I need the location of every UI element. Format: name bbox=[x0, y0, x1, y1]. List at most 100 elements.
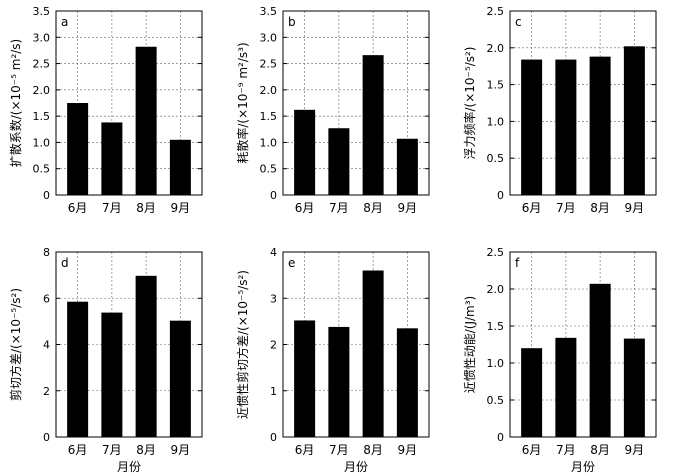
y-tick-label: 3.5 bbox=[260, 5, 278, 18]
bar bbox=[67, 103, 89, 195]
y-tick-label: 3.0 bbox=[33, 31, 51, 44]
panel-label: c bbox=[515, 15, 522, 29]
plot-frame bbox=[282, 10, 430, 196]
y-axis-label: 剪切方差/(×10⁻⁵/s²) bbox=[8, 288, 23, 401]
x-tick-label: 6月 bbox=[68, 201, 88, 215]
y-tick-label: 0.5 bbox=[33, 163, 51, 176]
y-tick-label: 0 bbox=[43, 189, 50, 202]
panel-label: f bbox=[515, 256, 520, 270]
y-tick-label: 2.0 bbox=[487, 42, 505, 55]
x-tick-label: 8月 bbox=[136, 443, 156, 457]
x-tick-label: 6月 bbox=[522, 201, 542, 215]
x-tick-label: 6月 bbox=[295, 443, 315, 457]
bar bbox=[555, 337, 577, 437]
chart-panel-d: 0 2 4 6 8 6月 7月 8月 9月 d 月份 剪切方差/(×10⁻⁵/s²) bbox=[8, 246, 203, 474]
y-tick-label: 1.5 bbox=[487, 320, 505, 333]
x-tick-label: 7月 bbox=[102, 201, 122, 215]
panel-label: b bbox=[288, 15, 296, 29]
y-tick-label: 1.0 bbox=[487, 115, 505, 128]
x-tick-label: 6月 bbox=[68, 443, 88, 457]
panel-label: e bbox=[288, 256, 295, 270]
x-tick-label: 6月 bbox=[522, 443, 542, 457]
bar bbox=[294, 320, 316, 437]
y-tick-label: 1.5 bbox=[33, 110, 51, 123]
y-axis-label: 近惯性剪切方差/(×10⁻⁵/s²) bbox=[235, 270, 250, 419]
x-tick-label: 6月 bbox=[295, 201, 315, 215]
y-tick-label: 1.5 bbox=[487, 79, 505, 92]
bar bbox=[294, 109, 316, 195]
y-tick-label: 2.0 bbox=[33, 84, 51, 97]
x-tick-label: 7月 bbox=[556, 201, 576, 215]
chart-panel-f: 0 0.5 1.0 1.5 2.0 2.5 6月 7月 8月 9月 f 月份 近惯性动能/(J/m³) bbox=[462, 246, 657, 474]
y-tick-label: 3.5 bbox=[33, 5, 51, 18]
bar bbox=[555, 59, 577, 195]
y-tick-label: 1.5 bbox=[260, 110, 278, 123]
y-tick-label: 2.5 bbox=[33, 58, 51, 71]
y-tick-label: 1.0 bbox=[33, 136, 51, 149]
x-tick-label: 9月 bbox=[398, 201, 418, 215]
y-axis-label: 扩散系数/(×10⁻⁵ m²/s) bbox=[8, 39, 23, 168]
y-tick-label: 6 bbox=[43, 292, 50, 305]
y-tick-label: 2 bbox=[270, 339, 277, 352]
bar bbox=[169, 320, 191, 437]
x-tick-label: 8月 bbox=[136, 201, 156, 215]
y-tick-label: 1.0 bbox=[260, 136, 278, 149]
plot-frame bbox=[509, 10, 657, 196]
y-tick-label: 2.0 bbox=[487, 283, 505, 296]
bar bbox=[623, 46, 645, 195]
bar bbox=[135, 46, 157, 196]
bar bbox=[589, 56, 611, 195]
bar bbox=[328, 326, 350, 437]
bar bbox=[521, 348, 543, 437]
x-tick-label: 9月 bbox=[398, 443, 418, 457]
y-tick-label: 3 bbox=[270, 292, 277, 305]
bar bbox=[135, 275, 157, 437]
bar bbox=[101, 312, 123, 437]
y-tick-label: 1.0 bbox=[487, 357, 505, 370]
x-tick-label: 9月 bbox=[171, 201, 191, 215]
x-tick-label: 8月 bbox=[363, 201, 383, 215]
x-axis-label: 月份 bbox=[117, 460, 141, 474]
chart-panel-c: 0 0.5 1.0 1.5 2.0 2.5 6月 7月 8月 9月 c 浮力频率/(×10⁻⁵/s²) bbox=[462, 5, 657, 215]
panel-label: d bbox=[61, 256, 69, 270]
y-axis-label: 耗散率/(×10⁻⁹ m²/s³) bbox=[235, 42, 250, 163]
y-tick-label: 2.0 bbox=[260, 84, 278, 97]
plot-frame bbox=[55, 10, 203, 196]
bar bbox=[362, 55, 384, 195]
x-tick-label: 8月 bbox=[363, 443, 383, 457]
y-tick-label: 8 bbox=[43, 246, 50, 259]
x-tick-label: 7月 bbox=[329, 201, 349, 215]
bar bbox=[589, 283, 611, 437]
x-axis-label: 月份 bbox=[571, 460, 595, 474]
x-tick-label: 8月 bbox=[590, 201, 610, 215]
bar bbox=[67, 301, 89, 437]
x-tick-label: 7月 bbox=[556, 443, 576, 457]
chart-panel-e: 0 1 2 3 4 6月 7月 8月 9月 e 月份 近惯性剪切方差/(×10⁻⁵/s²) bbox=[235, 246, 430, 474]
x-tick-label: 8月 bbox=[590, 443, 610, 457]
x-tick-label: 7月 bbox=[102, 443, 122, 457]
x-tick-label: 7月 bbox=[329, 443, 349, 457]
plot-frame bbox=[282, 251, 430, 438]
y-tick-label: 1 bbox=[270, 385, 277, 398]
panel-label: a bbox=[61, 15, 68, 29]
y-tick-label: 0 bbox=[497, 189, 504, 202]
bar bbox=[396, 328, 418, 437]
plot-frame bbox=[509, 251, 657, 438]
y-tick-label: 0.5 bbox=[487, 394, 505, 407]
y-tick-label: 4 bbox=[43, 339, 50, 352]
y-tick-label: 2 bbox=[43, 385, 50, 398]
plot-frame bbox=[55, 251, 203, 438]
y-tick-label: 0 bbox=[497, 431, 504, 444]
y-tick-label: 2.5 bbox=[260, 58, 278, 71]
chart-panel-b: 0 0.5 1.0 1.5 2.0 2.5 3.0 3.5 6月 7月 8月 9月 b 耗散率/(×10⁻… bbox=[235, 5, 430, 215]
bar bbox=[362, 270, 384, 437]
x-tick-label: 9月 bbox=[625, 201, 645, 215]
chart-panel-a: 0 0.5 1.0 1.5 2.0 2.5 3.0 3.5 6月 7月 8月 9月 a 扩散系数/(×10… bbox=[8, 5, 203, 215]
y-tick-label: 3.0 bbox=[260, 31, 278, 44]
y-axis-label: 近惯性动能/(J/m³) bbox=[462, 296, 477, 394]
bar bbox=[169, 139, 191, 195]
bar bbox=[328, 128, 350, 195]
y-tick-label: 2.5 bbox=[487, 5, 505, 18]
bar bbox=[101, 122, 123, 195]
y-tick-label: 4 bbox=[270, 246, 277, 259]
